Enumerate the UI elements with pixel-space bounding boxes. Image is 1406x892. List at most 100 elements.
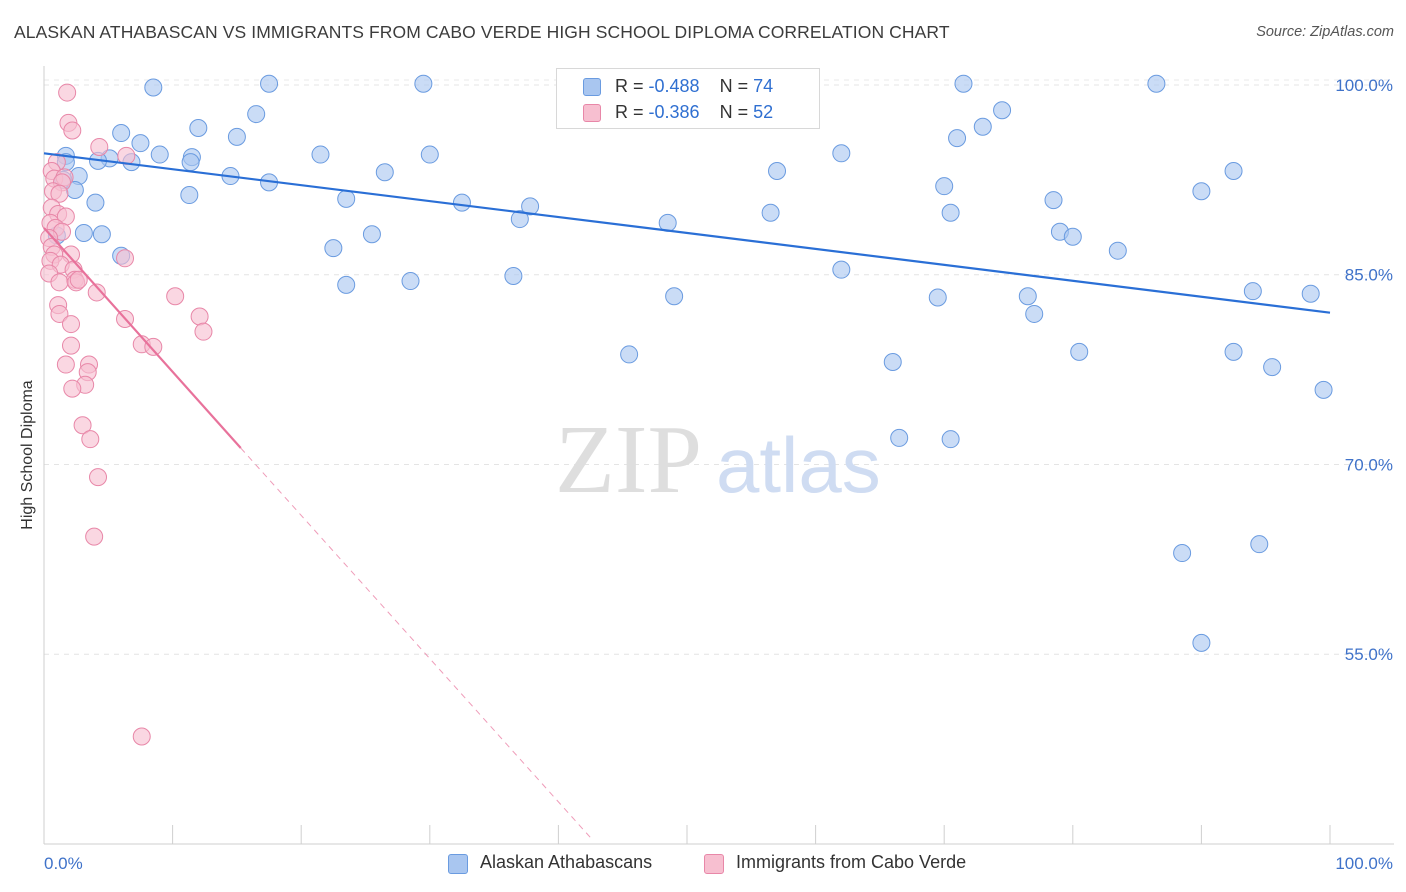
data-point — [337, 189, 356, 208]
data-point — [948, 129, 967, 148]
data-point — [166, 287, 185, 306]
data-point — [62, 336, 81, 355]
n-label: N = — [719, 102, 749, 122]
data-point — [1173, 544, 1192, 563]
data-point — [1108, 241, 1127, 260]
data-point — [890, 428, 909, 447]
data-point — [324, 239, 343, 258]
r-label: R = — [615, 102, 644, 122]
n-value: 52 — [753, 102, 774, 122]
data-point — [510, 210, 529, 229]
data-point — [132, 727, 151, 746]
data-point — [58, 83, 77, 102]
data-point — [69, 270, 88, 289]
source-credit: Source: ZipAtlas.com — [1256, 24, 1394, 40]
pink-swatch — [583, 104, 601, 122]
r-value: -0.386 — [648, 102, 700, 122]
data-point — [1301, 284, 1320, 303]
data-point — [189, 118, 208, 137]
series-immigrants-from-cabo-verde — [40, 83, 213, 746]
pink-swatch — [704, 854, 724, 874]
data-point — [112, 124, 131, 143]
data-point — [311, 145, 330, 164]
trend-lines — [43, 152, 1331, 839]
series-points — [40, 74, 1333, 746]
data-point — [190, 307, 209, 326]
data-point — [941, 203, 960, 222]
data-point — [81, 430, 100, 449]
trend-line — [43, 152, 1331, 314]
data-point — [993, 101, 1012, 120]
y-tick-label: 55.0% — [1345, 645, 1393, 664]
data-point — [150, 145, 169, 164]
data-point — [1147, 74, 1166, 93]
data-point — [761, 203, 780, 222]
axes — [43, 66, 1394, 845]
data-point — [63, 121, 82, 140]
data-point — [1263, 358, 1282, 377]
legend-label: Alaskan Athabascans — [480, 852, 653, 872]
data-point — [90, 137, 109, 156]
data-point — [1070, 342, 1089, 361]
data-point — [180, 186, 199, 205]
data-point — [935, 177, 954, 196]
data-point — [414, 74, 433, 93]
x-tick-label: 100.0% — [1335, 854, 1393, 873]
data-point — [832, 260, 851, 279]
y-tick-label: 85.0% — [1345, 266, 1393, 285]
data-point — [973, 117, 992, 136]
data-point — [247, 105, 266, 124]
data-point — [883, 353, 902, 372]
data-point — [665, 287, 684, 306]
data-point — [1224, 161, 1243, 180]
data-point — [401, 272, 420, 291]
data-point — [87, 283, 106, 302]
data-point — [768, 161, 787, 180]
data-point — [620, 345, 639, 364]
data-point — [1224, 342, 1243, 361]
data-point — [1044, 191, 1063, 210]
data-point — [194, 322, 213, 341]
n-value: 74 — [753, 76, 774, 96]
trend-line-extension — [240, 447, 591, 839]
watermark-zip: ZIP — [555, 406, 702, 514]
data-point — [1192, 182, 1211, 201]
x-tick-label: 0.0% — [44, 854, 83, 873]
data-point — [1192, 633, 1211, 652]
data-point — [181, 153, 200, 172]
data-point — [50, 184, 69, 203]
data-point — [1314, 380, 1333, 399]
data-point — [362, 225, 381, 244]
r-label: R = — [615, 76, 644, 96]
data-point — [452, 193, 471, 212]
y-axis-label: High School Diploma — [19, 380, 36, 530]
watermark: ZIP atlas — [555, 406, 881, 514]
blue-swatch — [448, 854, 468, 874]
stats-legend: R = -0.488 N = 74 R = -0.386 N = 52 — [556, 68, 820, 129]
data-point — [73, 416, 92, 435]
data-point — [86, 193, 105, 212]
data-point — [1018, 287, 1037, 306]
legend-label: Immigrants from Cabo Verde — [736, 852, 967, 872]
data-point — [521, 197, 540, 216]
r-value: -0.488 — [648, 76, 700, 96]
data-point — [260, 74, 279, 93]
data-point — [89, 468, 108, 487]
data-point — [85, 527, 104, 546]
watermark-atlas: atlas — [716, 421, 881, 509]
data-point — [1250, 535, 1269, 554]
y-tick-label: 70.0% — [1345, 455, 1393, 474]
gridlines — [44, 79, 1394, 655]
data-point — [74, 223, 93, 242]
data-point — [1063, 227, 1082, 246]
data-point — [92, 225, 111, 244]
y-tick-label: 100.0% — [1335, 76, 1393, 95]
data-point — [1025, 304, 1044, 323]
data-point — [941, 430, 960, 449]
data-point — [420, 145, 439, 164]
data-point — [116, 249, 135, 268]
trend-line — [43, 227, 242, 449]
data-point — [375, 163, 394, 182]
data-point — [227, 127, 246, 146]
